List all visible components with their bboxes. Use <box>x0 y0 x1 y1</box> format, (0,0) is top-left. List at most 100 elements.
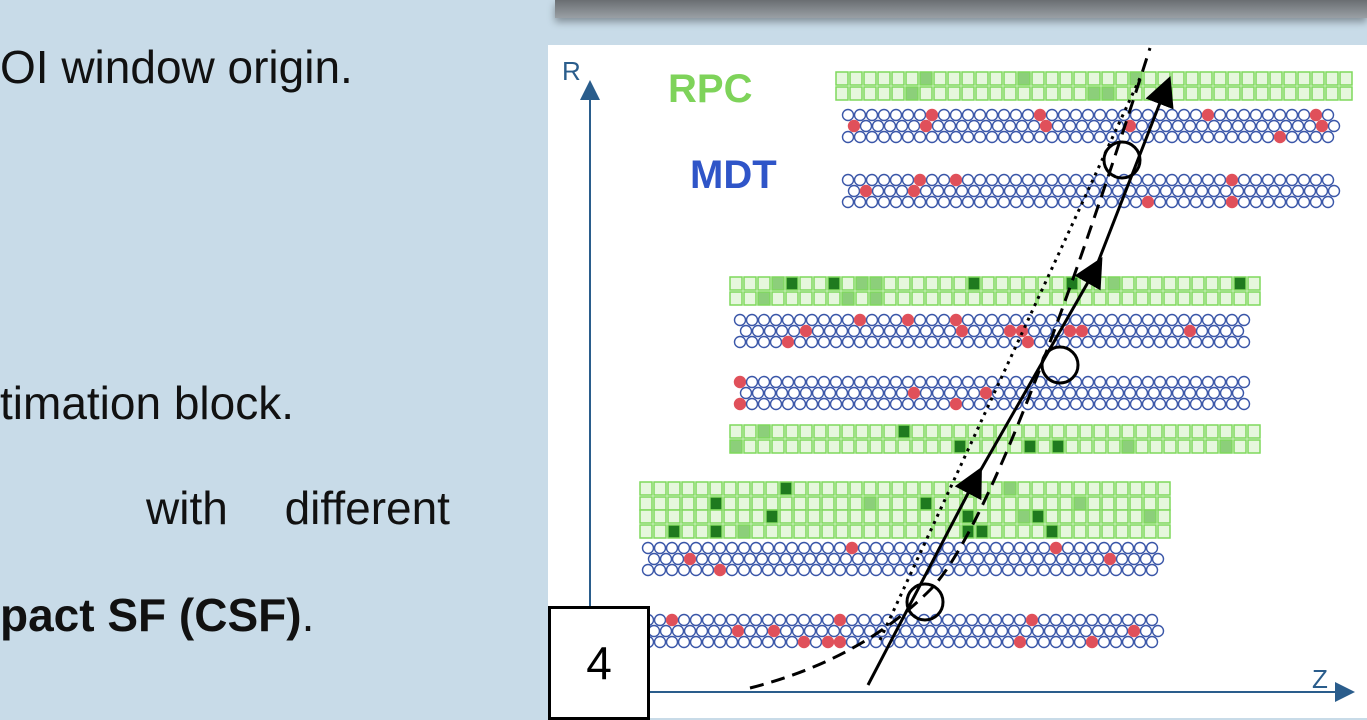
tube <box>981 388 992 399</box>
tube <box>997 626 1008 637</box>
tube <box>1093 554 1104 565</box>
tube <box>1239 337 1250 348</box>
axis-label: Z <box>1312 664 1328 694</box>
tube <box>849 121 860 132</box>
mdt-label: MDT <box>690 153 777 197</box>
tube <box>739 543 750 554</box>
tube <box>1203 337 1214 348</box>
tube <box>867 399 878 410</box>
rpc-strip <box>780 525 792 538</box>
tube <box>1105 626 1116 637</box>
tube <box>1203 315 1214 326</box>
tube <box>1029 121 1040 132</box>
tube <box>999 110 1010 121</box>
rpc-strip <box>954 425 966 438</box>
tube <box>931 637 942 648</box>
rpc-strip <box>1228 87 1240 100</box>
rpc-strip <box>1108 277 1120 290</box>
tube <box>1155 377 1166 388</box>
rpc-strip <box>1206 277 1218 290</box>
tube <box>751 637 762 648</box>
tube <box>975 337 986 348</box>
tube <box>1065 326 1076 337</box>
tube <box>951 110 962 121</box>
rpc-strip <box>850 510 862 523</box>
tube <box>1107 337 1118 348</box>
rpc-strip <box>800 292 812 305</box>
tube <box>1035 399 1046 410</box>
tube <box>1239 377 1250 388</box>
tube <box>963 110 974 121</box>
tube <box>961 626 972 637</box>
rpc-strip <box>850 525 862 538</box>
rpc-strip <box>1004 510 1016 523</box>
rpc-strip <box>1228 72 1240 85</box>
tube <box>1141 626 1152 637</box>
rpc-strip <box>1088 525 1100 538</box>
rpc-strip <box>1088 87 1100 100</box>
tube <box>771 315 782 326</box>
tube <box>999 315 1010 326</box>
tube <box>1035 197 1046 208</box>
tube <box>991 637 1002 648</box>
tube <box>999 399 1010 410</box>
rpc-strip <box>1186 72 1198 85</box>
tube <box>891 377 902 388</box>
tube <box>1323 175 1334 186</box>
rpc-strip <box>640 482 652 495</box>
rpc-strip <box>864 482 876 495</box>
tube <box>907 543 918 554</box>
tube <box>1011 197 1022 208</box>
tube <box>927 197 938 208</box>
rpc-strip <box>696 497 708 510</box>
tube <box>769 626 780 637</box>
tube <box>987 337 998 348</box>
tube <box>937 626 948 637</box>
rpc-strip <box>912 440 924 453</box>
tube <box>837 326 848 337</box>
tube <box>1107 315 1118 326</box>
tube <box>1153 626 1164 637</box>
tube <box>1131 315 1142 326</box>
rpc-strip <box>1074 72 1086 85</box>
tube <box>703 615 714 626</box>
tube <box>981 326 992 337</box>
rpc-strip <box>1136 277 1148 290</box>
tube <box>1069 626 1080 637</box>
tube <box>1131 337 1142 348</box>
rpc-strip <box>850 87 862 100</box>
tube <box>849 388 860 399</box>
rpc-strip <box>976 525 988 538</box>
tube <box>1233 121 1244 132</box>
rpc-strip <box>1150 277 1162 290</box>
tube <box>1179 197 1190 208</box>
rpc-strip <box>1122 440 1134 453</box>
tube <box>967 615 978 626</box>
tube <box>1191 337 1202 348</box>
tube <box>1191 132 1202 143</box>
rpc-strip <box>800 440 812 453</box>
rpc-strip <box>1032 72 1044 85</box>
tube <box>831 315 842 326</box>
tube <box>1215 175 1226 186</box>
tube <box>715 615 726 626</box>
rpc-strip <box>884 440 896 453</box>
tube <box>855 175 866 186</box>
tube <box>1173 388 1184 399</box>
tube <box>1023 175 1034 186</box>
rpc-strip <box>1060 497 1072 510</box>
tube <box>883 565 894 576</box>
rpc-strip <box>1102 87 1114 100</box>
tube <box>991 543 1002 554</box>
tube <box>655 543 666 554</box>
rpc-strip <box>850 482 862 495</box>
tube <box>843 337 854 348</box>
tube <box>1095 399 1106 410</box>
rpc-strip <box>1298 72 1310 85</box>
rpc-strip <box>1144 482 1156 495</box>
tube <box>903 377 914 388</box>
rpc-strip <box>912 277 924 290</box>
rpc-strip <box>1060 482 1072 495</box>
tube <box>747 337 758 348</box>
rpc-strip <box>828 292 840 305</box>
